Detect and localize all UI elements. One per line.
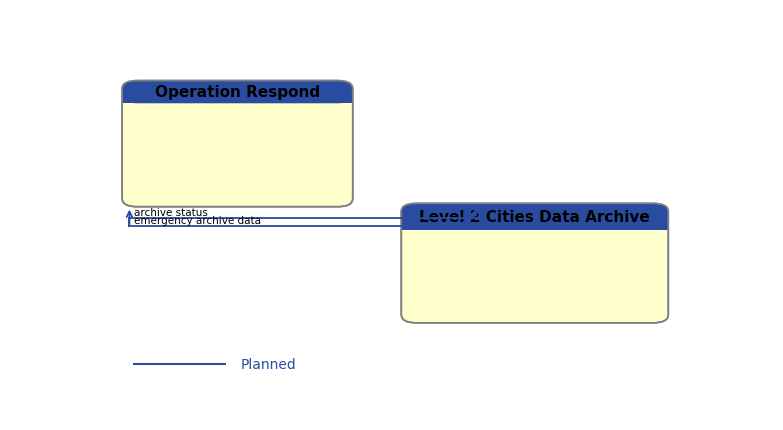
FancyBboxPatch shape [122, 81, 352, 104]
FancyBboxPatch shape [122, 81, 352, 207]
Bar [402, 216, 669, 230]
Text: Planned: Planned [240, 357, 296, 372]
Text: Level 2 Cities Data Archive: Level 2 Cities Data Archive [420, 209, 650, 224]
FancyBboxPatch shape [402, 204, 669, 230]
Text: archive status: archive status [135, 208, 208, 218]
Bar [122, 92, 352, 104]
Text: emergency archive data: emergency archive data [135, 215, 262, 225]
FancyBboxPatch shape [402, 204, 669, 323]
Text: Operation Respond: Operation Respond [155, 85, 320, 100]
